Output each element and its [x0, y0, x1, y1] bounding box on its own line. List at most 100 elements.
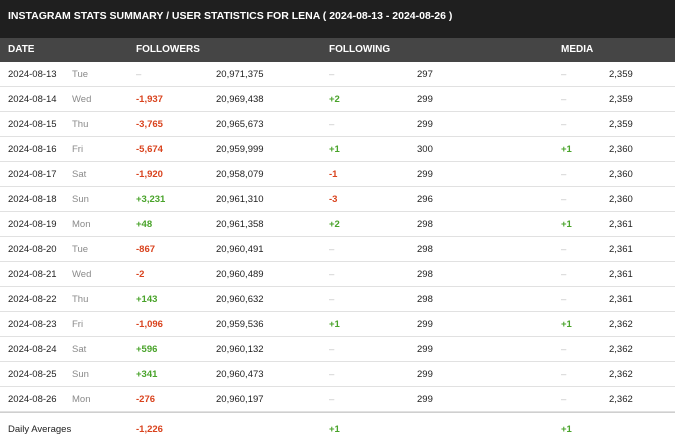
header-following: FOLLOWING [329, 44, 391, 55]
page-title: INSTAGRAM STATS SUMMARY / USER STATISTIC… [0, 0, 675, 38]
row-following-change: +2 [329, 94, 340, 105]
row-followers-change: +48 [136, 219, 153, 230]
row-following-change: +1 [329, 319, 340, 330]
row-media-change: – [561, 194, 567, 205]
row-media-change: – [561, 394, 567, 405]
table-row: 2024-08-14 Wed -1,937 20,969,438 +2 299 – 2,359 [0, 87, 675, 112]
row-following-total: 299 [417, 394, 433, 405]
averages-label: Daily Averages [8, 424, 72, 435]
row-following-total: 299 [417, 169, 433, 180]
row-media-change: +1 [561, 219, 572, 230]
header-date: DATE [8, 44, 35, 55]
table-row: 2024-08-25 Sun +341 20,960,473 – 299 – 2,362 [0, 362, 675, 387]
row-day: Fri [72, 144, 84, 155]
row-media-total: 2,361 [609, 219, 633, 230]
table-row: 2024-08-24 Sat +596 20,960,132 – 299 – 2,362 [0, 337, 675, 362]
row-followers-change: +143 [136, 294, 158, 305]
row-followers-change: -3,765 [136, 119, 163, 130]
row-followers-total: 20,971,375 [216, 69, 264, 80]
avg-followers: -1,226 [136, 424, 163, 435]
row-followers-change: -867 [136, 244, 156, 255]
row-following-change: -1 [329, 169, 338, 180]
row-media-change: +1 [561, 144, 572, 155]
row-media-total: 2,361 [609, 244, 633, 255]
table-row: 2024-08-19 Mon +48 20,961,358 +2 298 +1 2,361 [0, 212, 675, 237]
row-followers-total: 20,960,491 [216, 244, 264, 255]
row-followers-change: -1,920 [136, 169, 163, 180]
row-followers-total: 20,960,632 [216, 294, 264, 305]
row-following-total: 298 [417, 269, 433, 280]
row-media-total: 2,362 [609, 344, 633, 355]
row-date: 2024-08-18 [8, 194, 57, 205]
row-following-change: – [329, 69, 335, 80]
row-media-change: – [561, 369, 567, 380]
row-date: 2024-08-26 [8, 394, 57, 405]
row-media-change: +1 [561, 319, 572, 330]
table-row: 2024-08-16 Fri -5,674 20,959,999 +1 300 +1 2,36… [0, 137, 675, 162]
row-media-total: 2,362 [609, 369, 633, 380]
row-followers-change: – [136, 69, 142, 80]
avg-following: +1 [329, 424, 340, 435]
row-following-change: – [329, 344, 335, 355]
row-following-total: 299 [417, 344, 433, 355]
row-day: Wed [72, 94, 92, 105]
table-row: 2024-08-26 Mon -276 20,960,197 – 299 – 2,362 [0, 387, 675, 412]
row-date: 2024-08-20 [8, 244, 57, 255]
row-following-change: +1 [329, 144, 340, 155]
table-header: DATE FOLLOWERS FOLLOWING MEDIA [0, 38, 675, 62]
row-followers-total: 20,960,489 [216, 269, 264, 280]
row-followers-change: -2 [136, 269, 145, 280]
row-date: 2024-08-25 [8, 369, 57, 380]
row-following-change: – [329, 394, 335, 405]
row-following-total: 299 [417, 319, 433, 330]
table-row: 2024-08-17 Sat -1,920 20,958,079 -1 299 – 2,360 [0, 162, 675, 187]
row-followers-total: 20,958,079 [216, 169, 264, 180]
row-day: Sun [72, 369, 89, 380]
row-followers-change: +341 [136, 369, 158, 380]
row-media-total: 2,362 [609, 394, 633, 405]
table-row: 2024-08-21 Wed -2 20,960,489 – 298 – 2,361 [0, 262, 675, 287]
row-media-change: – [561, 94, 567, 105]
row-date: 2024-08-16 [8, 144, 57, 155]
row-followers-total: 20,960,473 [216, 369, 264, 380]
row-following-total: 298 [417, 244, 433, 255]
row-following-change: -3 [329, 194, 338, 205]
row-followers-change: +596 [136, 344, 158, 355]
row-media-change: – [561, 119, 567, 130]
row-followers-total: 20,960,197 [216, 394, 264, 405]
header-media: MEDIA [561, 44, 594, 55]
row-followers-change: -276 [136, 394, 156, 405]
row-day: Tue [72, 244, 89, 255]
header-followers: FOLLOWERS [136, 44, 200, 55]
row-media-change: – [561, 244, 567, 255]
row-media-total: 2,361 [609, 269, 633, 280]
row-day: Sun [72, 194, 89, 205]
table-row: 2024-08-13 Tue – 20,971,375 – 297 – 2,359 [0, 62, 675, 87]
row-day: Fri [72, 319, 84, 330]
row-following-total: 299 [417, 94, 433, 105]
row-day: Thu [72, 119, 89, 130]
row-date: 2024-08-17 [8, 169, 57, 180]
row-media-change: – [561, 344, 567, 355]
row-media-change: – [561, 294, 567, 305]
daily-averages-row: Daily Averages -1,226 +1 +1 [0, 412, 675, 446]
row-media-total: 2,359 [609, 69, 633, 80]
row-media-total: 2,360 [609, 144, 633, 155]
row-date: 2024-08-22 [8, 294, 57, 305]
row-followers-total: 20,969,438 [216, 94, 264, 105]
row-following-total: 298 [417, 294, 433, 305]
stats-table-body: 2024-08-13 Tue –20,971,375–297–2,359 2024-0… [0, 62, 675, 412]
row-following-change: – [329, 369, 335, 380]
row-day: Tue [72, 69, 89, 80]
row-media-change: – [561, 269, 567, 280]
avg-media: +1 [561, 424, 572, 435]
row-followers-total: 20,959,999 [216, 144, 264, 155]
row-followers-total: 20,961,310 [216, 194, 264, 205]
table-row: 2024-08-22 Thu +143 20,960,632 – 298 – 2,361 [0, 287, 675, 312]
row-followers-change: +3,231 [136, 194, 166, 205]
row-following-change: – [329, 294, 335, 305]
row-media-total: 2,359 [609, 119, 633, 130]
row-date: 2024-08-21 [8, 269, 57, 280]
table-row: 2024-08-23 Fri -1,096 20,959,536 +1 299 +1 2,36… [0, 312, 675, 337]
row-media-total: 2,359 [609, 94, 633, 105]
